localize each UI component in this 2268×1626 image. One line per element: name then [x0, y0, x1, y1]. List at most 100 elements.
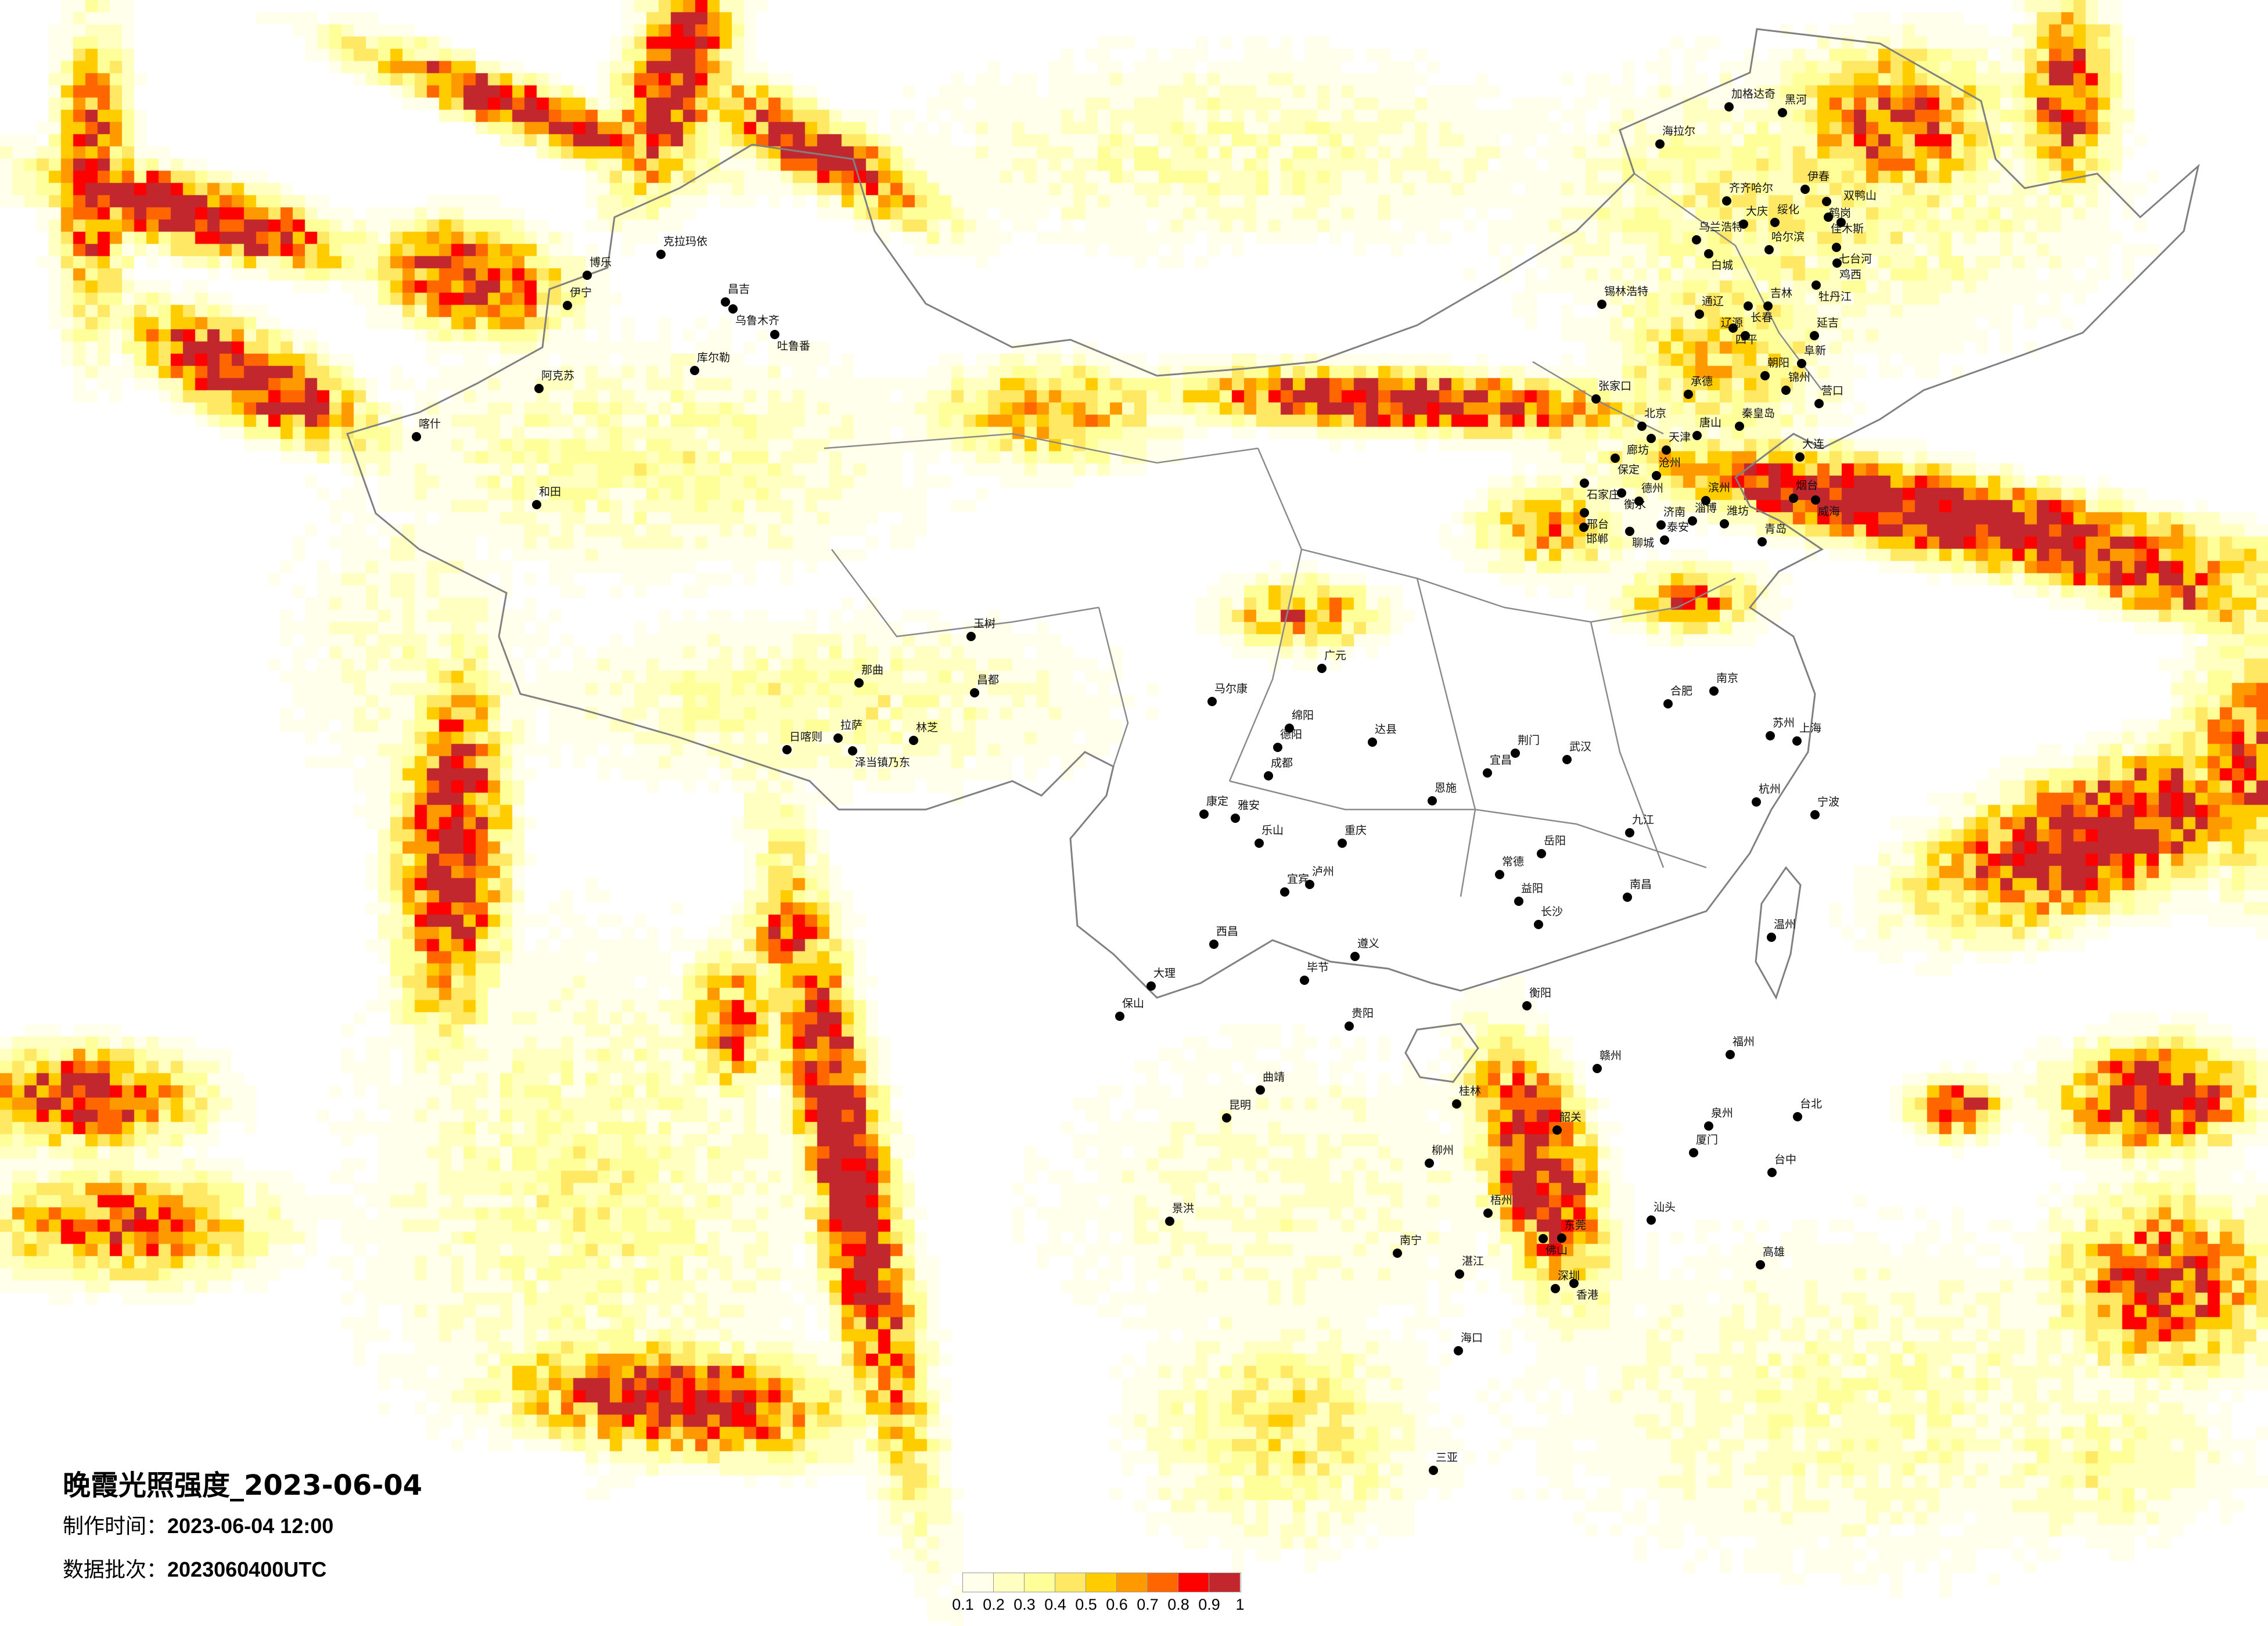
province-border [824, 433, 1259, 464]
city-label: 广元 [1324, 649, 1347, 662]
city-dot-icon [1704, 1121, 1713, 1131]
province-border [1229, 780, 1475, 811]
city-label: 台中 [1774, 1153, 1797, 1166]
city-dot-icon [1637, 422, 1647, 431]
city-dot-icon [1300, 976, 1309, 985]
city-dot-icon [966, 632, 976, 641]
city-label: 湛江 [1462, 1255, 1485, 1268]
city-label: 朝阳 [1767, 357, 1790, 369]
city-label: 乌鲁木齐 [735, 314, 780, 327]
city-label: 西昌 [1216, 925, 1239, 938]
city-label: 香港 [1576, 1289, 1599, 1301]
city-label: 曲靖 [1263, 1071, 1285, 1084]
city-dot-icon [1165, 1217, 1174, 1226]
city-label: 营口 [1821, 384, 1844, 397]
made-time-value: 2023-06-04 12:00 [167, 1514, 334, 1538]
city-label: 南昌 [1630, 878, 1652, 891]
city-dot-icon [1744, 301, 1753, 311]
city-label: 常德 [1502, 855, 1525, 868]
city-label: 马尔康 [1214, 682, 1248, 695]
hainan-border [1404, 1023, 1479, 1083]
city-dot-icon [1209, 940, 1219, 949]
colorbar-tick-label: 0.5 [1075, 1596, 1097, 1613]
city-dot-icon [1625, 527, 1634, 536]
city-dot-icon [1115, 1012, 1124, 1021]
city-dot-icon [1222, 1113, 1231, 1123]
city-dot-icon [656, 250, 666, 259]
province-border [1590, 621, 1665, 868]
city-dot-icon [1623, 893, 1632, 902]
city-dot-icon [583, 271, 592, 280]
city-dot-icon [1551, 1284, 1560, 1293]
city-label: 和田 [539, 485, 562, 498]
colorbar-tick-label: 0.3 [1013, 1596, 1036, 1613]
colorbar-legend: 0.1 0.2 0.3 0.4 0.5 0.6 0.7 0.8 0.9 1 [952, 1573, 1245, 1617]
city-label: 滨州 [1708, 481, 1731, 494]
city-dot-icon [1207, 697, 1217, 706]
city-dot-icon [1483, 768, 1492, 778]
city-dot-icon [1231, 814, 1240, 823]
city-label: 林芝 [916, 721, 939, 734]
city-dot-icon [1709, 686, 1719, 696]
city-dot-icon [1579, 523, 1588, 532]
city-label: 库尔勒 [697, 351, 731, 364]
city-dot-icon [1317, 664, 1327, 673]
city-dot-icon [1655, 139, 1665, 149]
city-label: 乌兰浩特 [1699, 221, 1744, 233]
city-dot-icon [1511, 749, 1520, 758]
city-dot-icon [721, 297, 730, 307]
city-dot-icon [1684, 390, 1693, 399]
city-label: 秦皇岛 [1742, 407, 1775, 420]
city-dot-icon [1810, 810, 1820, 819]
colorbar-ticks: 0.1 0.2 0.3 0.4 0.5 0.6 0.7 0.8 0.9 1 [952, 1596, 1244, 1617]
colorbar-tick-label: 0.8 [1167, 1596, 1189, 1613]
city-label: 延吉 [1817, 316, 1839, 329]
city-label: 岳阳 [1544, 834, 1566, 847]
city-dot-icon [854, 678, 864, 688]
city-label: 济南 [1663, 506, 1686, 519]
city-dot-icon [1345, 1021, 1354, 1031]
city-label: 廊坊 [1627, 444, 1649, 456]
city-dot-icon [1695, 310, 1704, 319]
city-dot-icon [1792, 736, 1802, 746]
city-label: 淄博 [1695, 502, 1717, 515]
city-label: 赣州 [1600, 1049, 1622, 1062]
data-batch: 数据批次：2023060400UTC [63, 1557, 422, 1583]
city-label: 那曲 [861, 664, 884, 677]
city-dot-icon [782, 745, 792, 754]
province-border [1475, 808, 1707, 869]
city-label: 德州 [1641, 482, 1664, 495]
city-label: 邯郸 [1586, 533, 1609, 545]
city-dot-icon [1722, 196, 1731, 206]
city-label: 吐鲁番 [777, 340, 811, 352]
city-label: 重庆 [1345, 824, 1367, 837]
city-dot-icon [1824, 213, 1833, 222]
city-dot-icon [1617, 488, 1626, 498]
city-dot-icon [1452, 1099, 1461, 1109]
city-dot-icon [1781, 386, 1791, 395]
city-dot-icon [1767, 1168, 1777, 1177]
city-label: 衡阳 [1529, 987, 1552, 999]
province-border [1098, 607, 1129, 767]
city-label: 泉州 [1711, 1107, 1734, 1120]
city-dot-icon [1285, 724, 1294, 733]
city-dot-icon [1539, 1234, 1548, 1243]
city-label: 福州 [1733, 1035, 1755, 1048]
city-dot-icon [1795, 452, 1805, 462]
city-label: 高雄 [1763, 1246, 1785, 1258]
city-label: 唐山 [1699, 416, 1722, 429]
city-dot-icon [1338, 839, 1347, 848]
city-label: 恩施 [1435, 782, 1457, 794]
city-label: 克拉玛依 [663, 235, 708, 248]
city-label: 贵阳 [1352, 1007, 1374, 1020]
city-label: 沧州 [1659, 456, 1681, 469]
city-label: 锡林浩特 [1604, 285, 1649, 298]
city-label: 成都 [1271, 757, 1293, 769]
colorbar-swatch [1117, 1573, 1148, 1592]
city-label: 柳州 [1432, 1144, 1454, 1157]
city-dot-icon [1767, 933, 1776, 942]
colorbar-swatch [1148, 1573, 1178, 1592]
city-label: 泸州 [1312, 865, 1335, 878]
